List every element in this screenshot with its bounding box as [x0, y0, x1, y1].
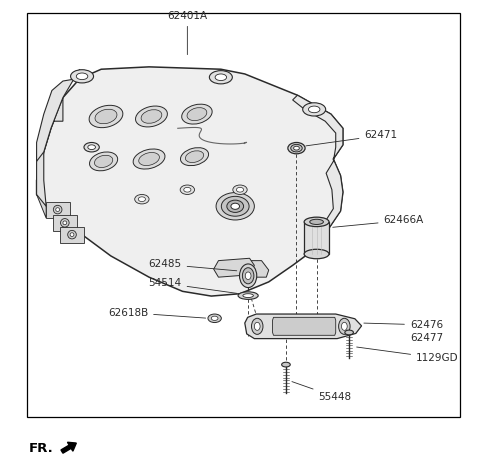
Text: 62618B: 62618B — [108, 308, 205, 318]
Ellipse shape — [288, 143, 305, 154]
Ellipse shape — [95, 155, 113, 167]
Text: FR.: FR. — [28, 442, 53, 455]
Ellipse shape — [89, 105, 123, 128]
Ellipse shape — [240, 264, 257, 288]
Ellipse shape — [345, 330, 353, 335]
Ellipse shape — [133, 149, 165, 169]
Ellipse shape — [304, 217, 329, 227]
Ellipse shape — [233, 185, 247, 194]
Circle shape — [56, 208, 60, 211]
Ellipse shape — [208, 314, 221, 322]
Ellipse shape — [180, 185, 194, 194]
Ellipse shape — [211, 316, 218, 320]
Ellipse shape — [182, 104, 212, 124]
Ellipse shape — [291, 145, 302, 152]
Ellipse shape — [135, 106, 168, 127]
Ellipse shape — [282, 362, 290, 367]
Ellipse shape — [90, 152, 118, 171]
Ellipse shape — [242, 268, 254, 284]
Text: 1129GD: 1129GD — [357, 347, 459, 363]
Ellipse shape — [216, 192, 254, 220]
Ellipse shape — [135, 194, 149, 204]
Ellipse shape — [185, 151, 204, 163]
Ellipse shape — [84, 143, 99, 152]
Ellipse shape — [88, 145, 96, 150]
Polygon shape — [36, 69, 80, 161]
FancyArrow shape — [61, 442, 76, 453]
Circle shape — [60, 219, 69, 227]
Text: 54514: 54514 — [148, 278, 237, 293]
Text: 55448: 55448 — [292, 382, 352, 402]
FancyBboxPatch shape — [53, 215, 77, 231]
Ellipse shape — [71, 70, 94, 83]
Ellipse shape — [304, 249, 329, 259]
Ellipse shape — [187, 108, 207, 120]
Ellipse shape — [95, 109, 117, 124]
Text: 62466A: 62466A — [333, 216, 424, 227]
Ellipse shape — [138, 197, 145, 201]
Polygon shape — [214, 258, 254, 277]
Ellipse shape — [227, 200, 243, 212]
FancyBboxPatch shape — [304, 222, 329, 254]
Text: 62477: 62477 — [410, 333, 443, 343]
Bar — [27, 12, 460, 417]
Polygon shape — [273, 318, 336, 335]
Polygon shape — [36, 98, 63, 206]
Ellipse shape — [221, 196, 249, 216]
Ellipse shape — [341, 322, 347, 330]
Ellipse shape — [76, 73, 88, 80]
Text: 62471: 62471 — [306, 130, 397, 146]
Text: 62476: 62476 — [364, 320, 443, 330]
Text: 62485: 62485 — [148, 259, 237, 271]
Ellipse shape — [139, 153, 159, 165]
Ellipse shape — [294, 146, 300, 150]
Ellipse shape — [310, 219, 324, 225]
Ellipse shape — [252, 318, 263, 334]
Ellipse shape — [338, 318, 350, 334]
Polygon shape — [36, 180, 46, 218]
Ellipse shape — [254, 322, 260, 330]
FancyBboxPatch shape — [46, 201, 70, 218]
Polygon shape — [245, 314, 361, 338]
Ellipse shape — [303, 103, 325, 116]
Ellipse shape — [231, 203, 240, 210]
Ellipse shape — [141, 109, 162, 123]
Ellipse shape — [209, 71, 232, 84]
Circle shape — [70, 233, 74, 237]
Ellipse shape — [245, 272, 251, 280]
Circle shape — [68, 230, 76, 239]
Text: 62401A: 62401A — [168, 11, 207, 55]
Polygon shape — [36, 67, 343, 296]
Polygon shape — [247, 261, 269, 277]
FancyBboxPatch shape — [60, 227, 84, 243]
Ellipse shape — [215, 74, 227, 81]
Circle shape — [53, 205, 62, 214]
Ellipse shape — [243, 294, 253, 298]
Ellipse shape — [238, 292, 258, 300]
Ellipse shape — [180, 148, 209, 165]
Circle shape — [63, 221, 67, 225]
Ellipse shape — [237, 187, 243, 192]
Ellipse shape — [309, 106, 320, 113]
Ellipse shape — [184, 187, 191, 192]
Polygon shape — [293, 95, 343, 251]
